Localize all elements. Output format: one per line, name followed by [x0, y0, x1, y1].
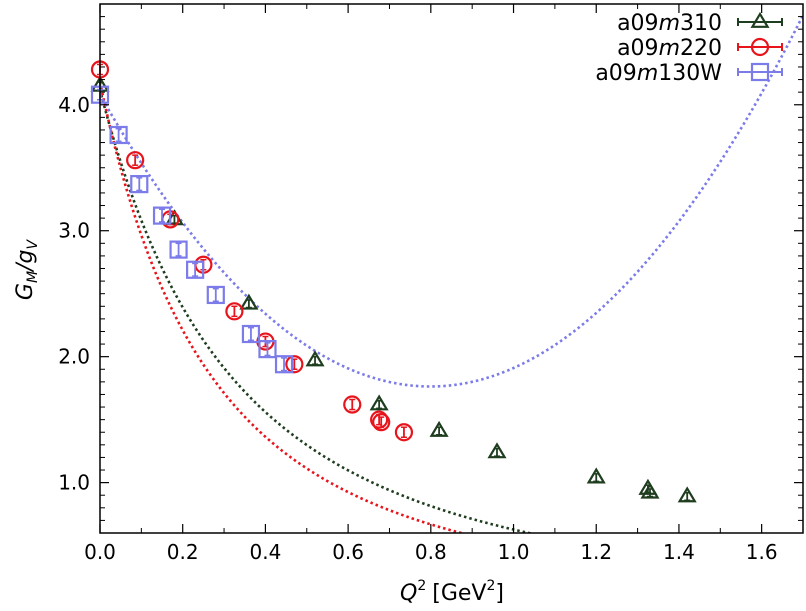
legend-label-m: m	[659, 36, 680, 61]
x-tick-label: 1.0	[498, 540, 530, 564]
x-axis-title-sup: 2	[417, 578, 426, 594]
marker-square	[130, 175, 149, 194]
data-point-a09m310	[429, 420, 449, 437]
data-point-a09m310	[586, 467, 606, 484]
marker-square	[241, 324, 261, 344]
marker-triangle	[239, 293, 259, 310]
data-point-a09m220	[343, 395, 362, 414]
marker-square	[274, 355, 294, 374]
data-points	[90, 60, 697, 503]
x-tick-label: 1.2	[580, 540, 612, 564]
x-axis-title-unit-close: ]	[495, 581, 504, 606]
data-point-a09m130W	[169, 240, 188, 259]
data-point-a09m310	[487, 442, 507, 459]
x-axis-title-unit-sup: 2	[486, 578, 495, 594]
marker-square	[152, 206, 172, 225]
marker-square	[258, 340, 277, 359]
legend-label-suffix: 220	[680, 36, 722, 61]
x-tick-label: 0.2	[167, 540, 199, 564]
marker-triangle	[487, 442, 507, 459]
data-point-a09m220	[285, 355, 304, 374]
marker-square	[206, 285, 225, 305]
marker-square	[109, 125, 128, 145]
legend-entry-a09m310: a09m310	[617, 11, 783, 36]
legend-label-prefix: a09	[595, 61, 636, 86]
legend-label: a09m130W	[595, 61, 722, 86]
data-point-a09m220	[372, 413, 391, 432]
data-point-a09m310	[369, 394, 389, 411]
data-point-a09m130W	[258, 340, 277, 359]
data-point-a09m130W	[130, 175, 149, 194]
marker-triangle	[305, 350, 325, 367]
data-point-a09m130W	[109, 125, 128, 145]
legend-entry-a09m130W: a09m130W	[595, 61, 783, 86]
legend-label: a09m220	[617, 36, 722, 61]
marker-triangle	[586, 467, 606, 484]
data-point-a09m130W	[274, 355, 294, 374]
x-tick-label: 0.0	[84, 540, 116, 564]
marker-triangle	[677, 486, 697, 503]
y-tick-label: 1.0	[58, 471, 90, 495]
data-point-a09m220	[394, 423, 414, 442]
y-tick-label: 2.0	[58, 345, 90, 369]
fit-curve-a09m310	[100, 89, 536, 533]
y-axis-title: GM/gV	[13, 239, 41, 301]
marker-circle	[372, 413, 391, 432]
legend-label-prefix: a09	[617, 11, 658, 36]
data-point-a09m130W	[241, 324, 261, 344]
legend-label-prefix: a09	[617, 36, 658, 61]
fit-curve-a09m220	[100, 81, 467, 533]
y-axis-title-sub1: M	[25, 271, 41, 283]
data-point-a09m310	[239, 293, 259, 310]
x-tick-label: 1.6	[746, 540, 778, 564]
axis-ticks: 0.0 0.2 0.4 0.6 0.8 1.0 1.2 1.4 1.6 1.0 2.0 3.0 4.0	[58, 3, 803, 564]
marker-circle	[126, 151, 145, 170]
x-tick-label: 0.4	[250, 540, 282, 564]
legend-label-suffix: 310	[680, 11, 722, 36]
legend-label-m: m	[659, 11, 680, 36]
data-point-a09m220	[225, 302, 244, 321]
data-point-a09m220	[126, 151, 145, 170]
y-axis-title-main: G	[13, 283, 38, 300]
data-point-a09m130W	[186, 260, 205, 279]
legend-entry-a09m220: a09m220	[617, 36, 783, 61]
legend-label: a09m310	[617, 11, 722, 36]
data-point-a09m310	[305, 350, 325, 367]
marker-triangle	[429, 420, 449, 437]
x-tick-label: 0.8	[415, 540, 447, 564]
x-axis-title: Q2 [GeV2]	[400, 578, 504, 606]
data-point-a09m310	[677, 486, 697, 503]
marker-circle	[343, 395, 362, 414]
marker-square	[186, 260, 205, 279]
fit-curves	[100, 14, 803, 533]
marker-circle	[225, 302, 244, 321]
y-axis-title-slash: /g	[13, 249, 38, 272]
x-axis-title-unit-open: [GeV	[432, 581, 486, 606]
marker-square	[169, 240, 188, 259]
data-point-a09m310	[640, 482, 660, 499]
marker-circle	[285, 355, 304, 374]
x-tick-label: 1.4	[663, 540, 695, 564]
y-tick-label: 3.0	[58, 219, 90, 243]
data-point-a09m130W	[206, 285, 225, 305]
data-point-a09m130W	[152, 206, 172, 225]
legend-marker-triangle	[750, 11, 770, 28]
x-axis-title-base: Q	[400, 581, 417, 606]
x-tick-label: 0.6	[332, 540, 364, 564]
y-tick-label: 4.0	[58, 93, 90, 117]
plot-frame	[99, 3, 804, 534]
legend-label-suffix: 130W	[658, 61, 722, 86]
y-axis-title-sub2: V	[25, 239, 41, 250]
marker-triangle	[369, 394, 389, 411]
legend-marker-circle	[750, 37, 770, 57]
legend-marker-square	[750, 62, 770, 82]
legend-label-m: m	[637, 61, 658, 86]
marker-circle	[394, 423, 414, 442]
marker-triangle	[640, 482, 660, 499]
